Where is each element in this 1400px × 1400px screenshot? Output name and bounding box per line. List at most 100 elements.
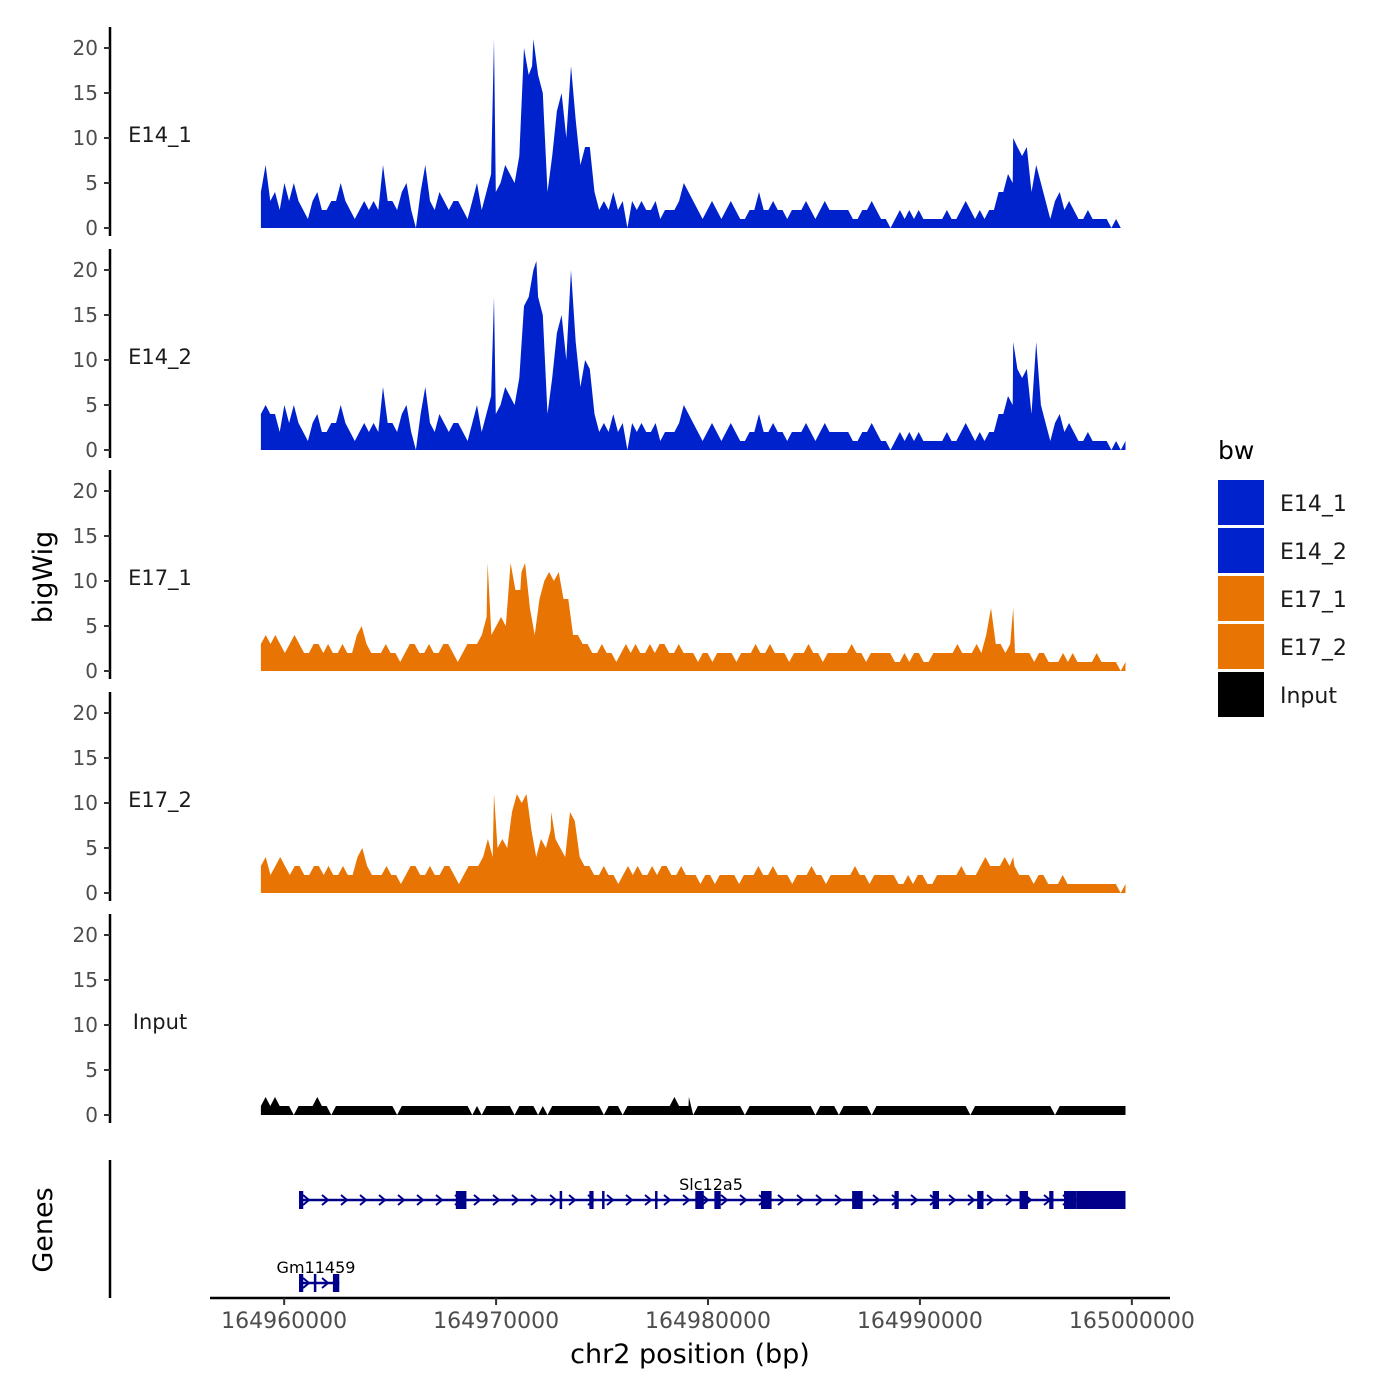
strand-arrow	[815, 1194, 824, 1206]
exon	[455, 1191, 467, 1209]
coverage-area	[260, 1097, 1126, 1115]
strand-arrow	[777, 1194, 786, 1206]
track-e14-2: 0 5 10 15 20 E14_2	[73, 249, 1126, 462]
x-tick-label: 164980000	[645, 1309, 771, 1334]
strand-arrow	[834, 1194, 843, 1206]
gene-label: Gm11459	[277, 1258, 356, 1277]
y-tick-label: 5	[85, 171, 98, 195]
gene-gm11459: Gm11459	[277, 1258, 356, 1292]
track-label: E14_2	[128, 345, 192, 370]
strand-arrow	[739, 1194, 748, 1206]
exon	[313, 1274, 317, 1292]
y-tick-label: 15	[73, 303, 98, 327]
strand-arrow	[435, 1194, 444, 1206]
exon	[655, 1191, 658, 1209]
strand-arrow	[701, 1194, 710, 1206]
exon	[1049, 1191, 1054, 1209]
y-tick-label: 20	[73, 701, 98, 725]
exon	[1019, 1191, 1029, 1209]
strand-arrow	[321, 1194, 330, 1206]
y-tick-label: 0	[85, 659, 98, 683]
exon	[299, 1274, 304, 1292]
y-tick-label: 15	[73, 81, 98, 105]
coverage-area	[260, 563, 1126, 671]
y-axis-title: bigWig	[28, 531, 59, 624]
x-axis-title: chr2 position (bp)	[570, 1339, 810, 1370]
track-panels: 05101520E14_105101520E14_205101520E17_10…	[73, 27, 1126, 1127]
coverage-area	[260, 261, 1126, 450]
coverage-area	[260, 794, 1126, 893]
legend-title: bw	[1218, 436, 1254, 465]
y-tick-label: 20	[73, 923, 98, 947]
y-tick-label: 10	[73, 126, 98, 150]
legend-key-e17-1	[1218, 576, 1264, 621]
strand-arrow	[644, 1194, 653, 1206]
exon	[760, 1191, 772, 1209]
exon	[1076, 1191, 1126, 1209]
x-axis: 164960000 164970000 164980000 164990000 1650…	[210, 1296, 1195, 1334]
strand-arrow	[986, 1194, 995, 1206]
strand-arrow	[872, 1194, 881, 1206]
y-tick-label: 15	[73, 746, 98, 770]
exon	[602, 1191, 605, 1209]
track-label: E17_2	[128, 788, 192, 813]
legend-key-e14-2	[1218, 528, 1264, 573]
exon	[332, 1274, 340, 1292]
strand-arrow	[397, 1194, 406, 1206]
exon	[299, 1191, 304, 1209]
strand-arrow	[720, 1194, 729, 1206]
exon	[852, 1191, 863, 1209]
strand-arrow	[1005, 1194, 1014, 1206]
exon	[589, 1191, 594, 1209]
y-tick-label: 0	[85, 438, 98, 462]
y-tick-label: 10	[73, 569, 98, 593]
track-e17-2: 0 5 10 15 20 E17_2	[73, 692, 1126, 905]
legend-key-e17-2	[1218, 624, 1264, 669]
y-tick-label: 20	[73, 258, 98, 282]
strand-arrow	[378, 1194, 387, 1206]
y-tick-label: 15	[73, 524, 98, 548]
strand-arrow	[606, 1194, 615, 1206]
y-tick-label: 5	[85, 836, 98, 860]
x-tick-label: 164960000	[221, 1309, 347, 1334]
y-tick-label: 0	[85, 216, 98, 240]
exon	[559, 1191, 563, 1209]
y-tick-label: 20	[73, 479, 98, 503]
legend: bw E14_1 E14_2 E17_1 E17_2 Input	[1218, 436, 1347, 717]
x-tick-label: 165000000	[1069, 1309, 1195, 1334]
exon	[1064, 1191, 1077, 1209]
track-label: E17_1	[128, 566, 192, 591]
legend-key-input	[1218, 672, 1264, 717]
genes-panel: Gm11459 Slc12a5	[108, 1160, 1126, 1298]
strand-arrow	[948, 1194, 957, 1206]
y-tick-label: 5	[85, 393, 98, 417]
y-tick-label: 15	[73, 968, 98, 992]
track-e17-1: 0 5 10 15 20 E17_1	[73, 470, 1126, 683]
track-label: Input	[133, 1010, 187, 1034]
strand-arrow	[511, 1194, 520, 1206]
gene-label: Slc12a5	[679, 1175, 743, 1194]
strand-arrow	[302, 1194, 311, 1206]
y-tick-label: 10	[73, 348, 98, 372]
strand-arrow	[549, 1194, 558, 1206]
strand-arrow	[340, 1194, 349, 1206]
legend-label: E17_1	[1280, 588, 1347, 613]
track-label: E14_1	[128, 123, 192, 148]
legend-label: E14_2	[1280, 540, 1347, 565]
track-input: 0 5 10 15 20 Input	[73, 914, 1126, 1127]
strand-arrow	[359, 1194, 368, 1206]
strand-arrow	[568, 1194, 577, 1206]
x-tick-label: 164970000	[433, 1309, 559, 1334]
y-tick-label: 5	[85, 614, 98, 638]
legend-label: Input	[1280, 684, 1337, 709]
track-e14-1: 0 5 10 15 20 E14_1	[73, 27, 1126, 240]
legend-label: E17_2	[1280, 636, 1347, 661]
strand-arrow	[967, 1194, 976, 1206]
strand-arrow	[910, 1194, 919, 1206]
y-tick-label: 5	[85, 1058, 98, 1082]
legend-key-e14-1	[1218, 480, 1264, 525]
exon	[695, 1191, 704, 1209]
exon	[894, 1191, 899, 1209]
strand-arrow	[416, 1194, 425, 1206]
